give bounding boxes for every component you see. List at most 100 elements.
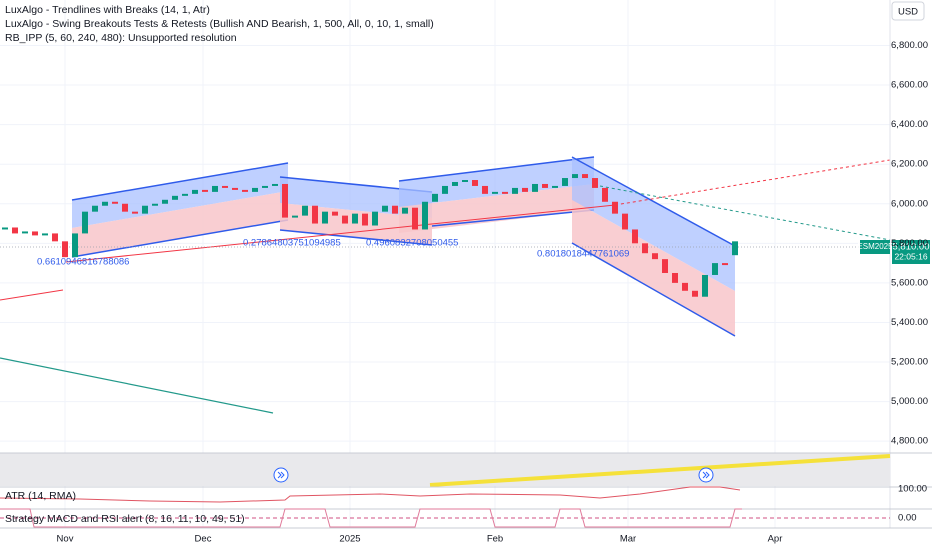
channel-lower bbox=[572, 200, 735, 336]
candle-body bbox=[222, 185, 228, 188]
candle-body bbox=[92, 205, 98, 212]
y-tick-label: 6,000.00 bbox=[891, 198, 928, 209]
candle-body bbox=[192, 189, 198, 194]
candle-body bbox=[262, 185, 268, 188]
candle-body bbox=[512, 187, 518, 194]
candle-body bbox=[432, 193, 438, 202]
y-tick-label: 5,400.00 bbox=[891, 317, 928, 328]
candle-body bbox=[352, 213, 358, 224]
candle-body bbox=[482, 185, 488, 194]
last-price: 5,810.00 bbox=[893, 242, 930, 253]
channel-upper bbox=[399, 157, 594, 207]
indicator-label: LuxAlgo - Swing Breakouts Tests & Retest… bbox=[5, 18, 434, 30]
candle-body bbox=[562, 178, 568, 186]
candle-body bbox=[672, 272, 678, 283]
atr-line bbox=[0, 486, 741, 503]
trendline bbox=[0, 357, 274, 414]
candle-body bbox=[252, 187, 258, 192]
candle-body bbox=[12, 227, 18, 234]
candle-body bbox=[692, 290, 698, 297]
pane-label: Strategy MACD and RSI alert (8, 16, 11, … bbox=[5, 513, 245, 525]
candle-body bbox=[22, 231, 28, 234]
channel-ratio: 0.27864803751094985 bbox=[243, 238, 341, 249]
candle-body bbox=[62, 241, 68, 258]
candle-body bbox=[652, 253, 658, 260]
candle-body bbox=[372, 211, 378, 226]
atr-tick-label: 100.00 bbox=[898, 484, 927, 495]
candle-body bbox=[382, 205, 388, 212]
candle-body bbox=[592, 178, 598, 188]
channel-line bbox=[398, 156, 595, 182]
y-tick-label: 5,200.00 bbox=[891, 357, 928, 368]
candle-body bbox=[142, 205, 148, 214]
y-tick-label: 4,800.00 bbox=[891, 436, 928, 447]
channel-line bbox=[71, 162, 289, 201]
candle-body bbox=[232, 187, 238, 190]
indicator-label: RB_IPP (5, 60, 240, 480): Unsupported re… bbox=[5, 32, 237, 44]
candle-body bbox=[362, 213, 368, 226]
trendline-extension bbox=[599, 185, 891, 241]
y-tick-label: 6,600.00 bbox=[891, 80, 928, 91]
candle-body bbox=[82, 211, 88, 234]
candle-body bbox=[32, 231, 38, 236]
sub-pane bbox=[0, 453, 890, 486]
candle-body bbox=[622, 213, 628, 230]
indicator-label: LuxAlgo - Trendlines with Breaks (14, 1,… bbox=[5, 4, 210, 16]
channel-line bbox=[279, 229, 433, 246]
candle-body bbox=[42, 233, 48, 236]
candle-body bbox=[632, 229, 638, 244]
x-tick-label: Feb bbox=[487, 534, 503, 545]
atr-tick-label: 0.00 bbox=[898, 513, 917, 524]
icon-glyph bbox=[702, 471, 710, 479]
symbol: ESM2025 bbox=[857, 242, 893, 251]
candle-body bbox=[602, 187, 608, 202]
candle-body bbox=[392, 205, 398, 214]
candle-body bbox=[582, 174, 588, 179]
candle-body bbox=[472, 180, 478, 186]
channel-line bbox=[431, 209, 595, 227]
currency-button[interactable] bbox=[891, 1, 925, 21]
candle-body bbox=[202, 189, 208, 192]
candle-body bbox=[522, 187, 528, 192]
candle-body bbox=[282, 183, 288, 218]
channel-line bbox=[71, 219, 289, 258]
y-tick-label: 6,800.00 bbox=[891, 40, 928, 51]
candles bbox=[2, 174, 738, 297]
x-tick-label: Apr bbox=[768, 534, 783, 545]
candle-body bbox=[272, 183, 278, 186]
sub-pane-line bbox=[429, 454, 891, 487]
candle-body bbox=[132, 211, 138, 214]
candle-body bbox=[332, 211, 338, 216]
candle-body bbox=[312, 205, 318, 224]
candle-body bbox=[2, 227, 8, 230]
candle-body bbox=[242, 189, 248, 192]
candle-body bbox=[52, 233, 58, 242]
channel-lower bbox=[72, 191, 288, 257]
candle-body bbox=[552, 185, 558, 188]
channel-ratio: 0.8018018447761069 bbox=[537, 249, 629, 260]
candle-body bbox=[572, 174, 578, 179]
candle-body bbox=[642, 243, 648, 254]
y-tick-label: 5,600.00 bbox=[891, 277, 928, 288]
y-tick-label: 5,800.00 bbox=[891, 238, 928, 249]
x-tick-label: 2025 bbox=[339, 534, 360, 545]
candle-body bbox=[722, 263, 728, 266]
price-tag bbox=[892, 240, 930, 264]
candle-body bbox=[162, 199, 168, 204]
y-tick-label: 6,200.00 bbox=[891, 159, 928, 170]
candle-body bbox=[412, 207, 418, 230]
candle-body bbox=[302, 205, 308, 216]
candle-body bbox=[452, 181, 458, 186]
candle-body bbox=[72, 233, 78, 258]
candle-body bbox=[682, 282, 688, 291]
countdown: 22:05:16 bbox=[894, 251, 927, 261]
candle-body bbox=[492, 191, 498, 194]
channel-upper bbox=[572, 157, 735, 291]
symbol-tag bbox=[860, 240, 890, 254]
candle-body bbox=[292, 215, 298, 218]
candle-body bbox=[102, 201, 108, 206]
trendline bbox=[65, 204, 616, 263]
channel-ratio: 0.6610946816788086 bbox=[37, 257, 129, 268]
candle-body bbox=[422, 201, 428, 230]
